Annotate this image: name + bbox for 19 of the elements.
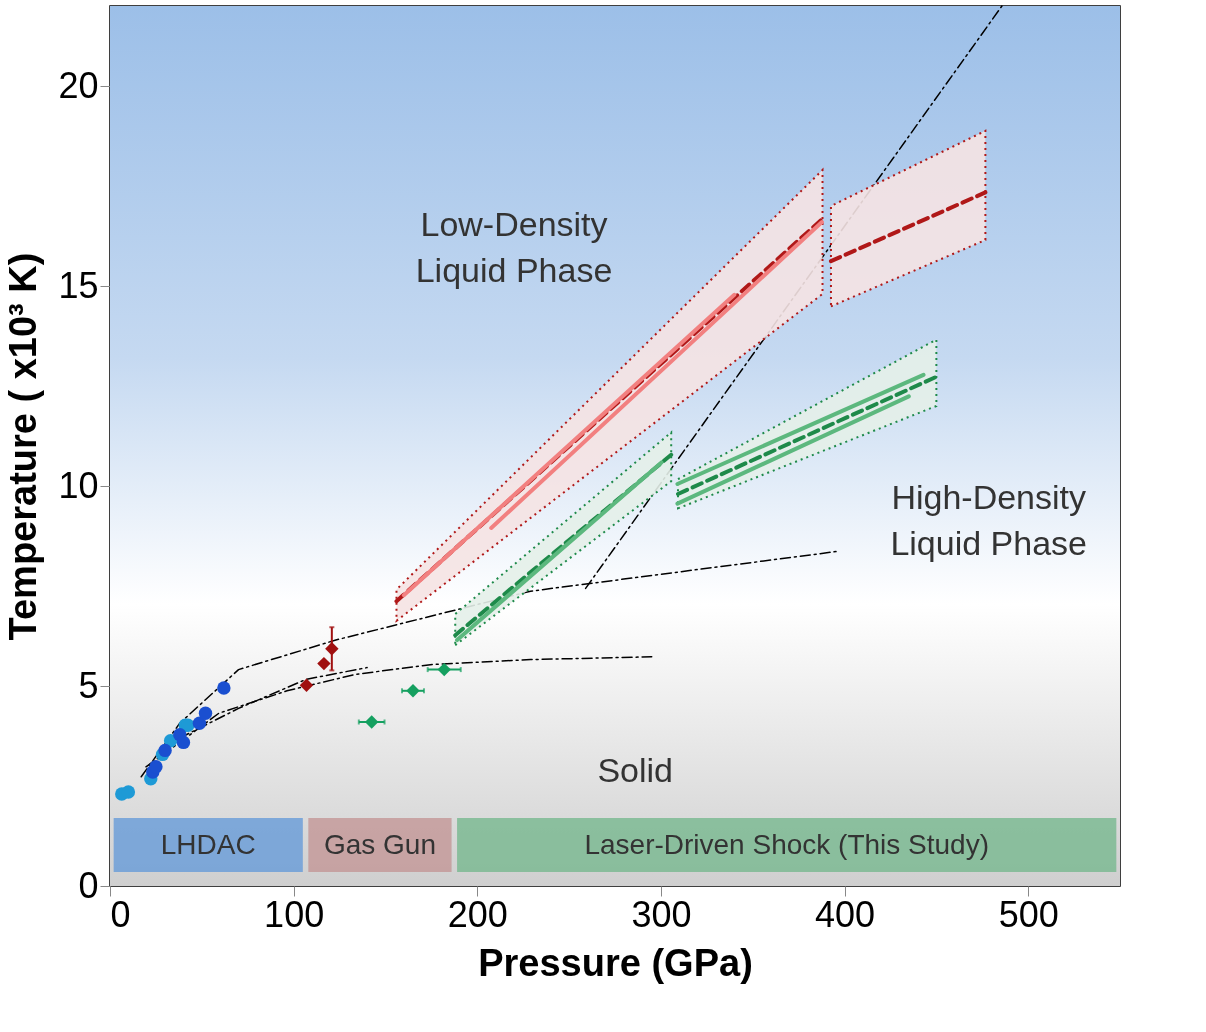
x-tick-label: 200 bbox=[447, 893, 508, 935]
x-tick-label: 300 bbox=[631, 893, 692, 935]
y-tick-label: 20 bbox=[58, 64, 99, 106]
band-label: Laser-Driven Shock (This Study) bbox=[584, 829, 989, 860]
x-tick-label: 0 bbox=[110, 893, 131, 935]
band-label: Gas Gun bbox=[323, 829, 436, 860]
x-axis-title: Pressure (GPa) bbox=[478, 941, 753, 984]
y-tick-label: 10 bbox=[58, 464, 99, 506]
annotation: High-Density Liquid Phase bbox=[890, 477, 1087, 562]
band-label: LHDAC bbox=[160, 829, 256, 860]
x-tick-label: 500 bbox=[998, 893, 1059, 935]
annotation: Solid bbox=[597, 750, 673, 789]
y-tick-label: 0 bbox=[78, 864, 99, 906]
y-tick-label: 5 bbox=[78, 664, 99, 706]
y-tick-label: 15 bbox=[58, 264, 99, 306]
annotation: Low-Density Liquid Phase bbox=[415, 205, 613, 289]
x-tick-label: 400 bbox=[815, 893, 876, 935]
y-axis-title: Temperature ( x10³ K) bbox=[2, 252, 45, 641]
x-tick-label: 100 bbox=[264, 893, 325, 935]
